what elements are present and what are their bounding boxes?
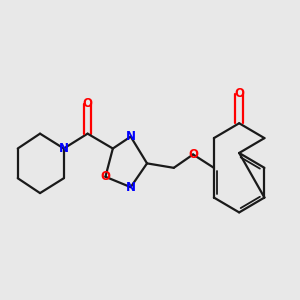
Text: N: N — [59, 142, 69, 155]
Text: O: O — [234, 87, 244, 100]
Text: O: O — [82, 98, 93, 110]
Text: O: O — [100, 170, 110, 183]
Text: N: N — [126, 130, 136, 143]
Text: O: O — [188, 148, 198, 161]
Text: N: N — [126, 181, 136, 194]
